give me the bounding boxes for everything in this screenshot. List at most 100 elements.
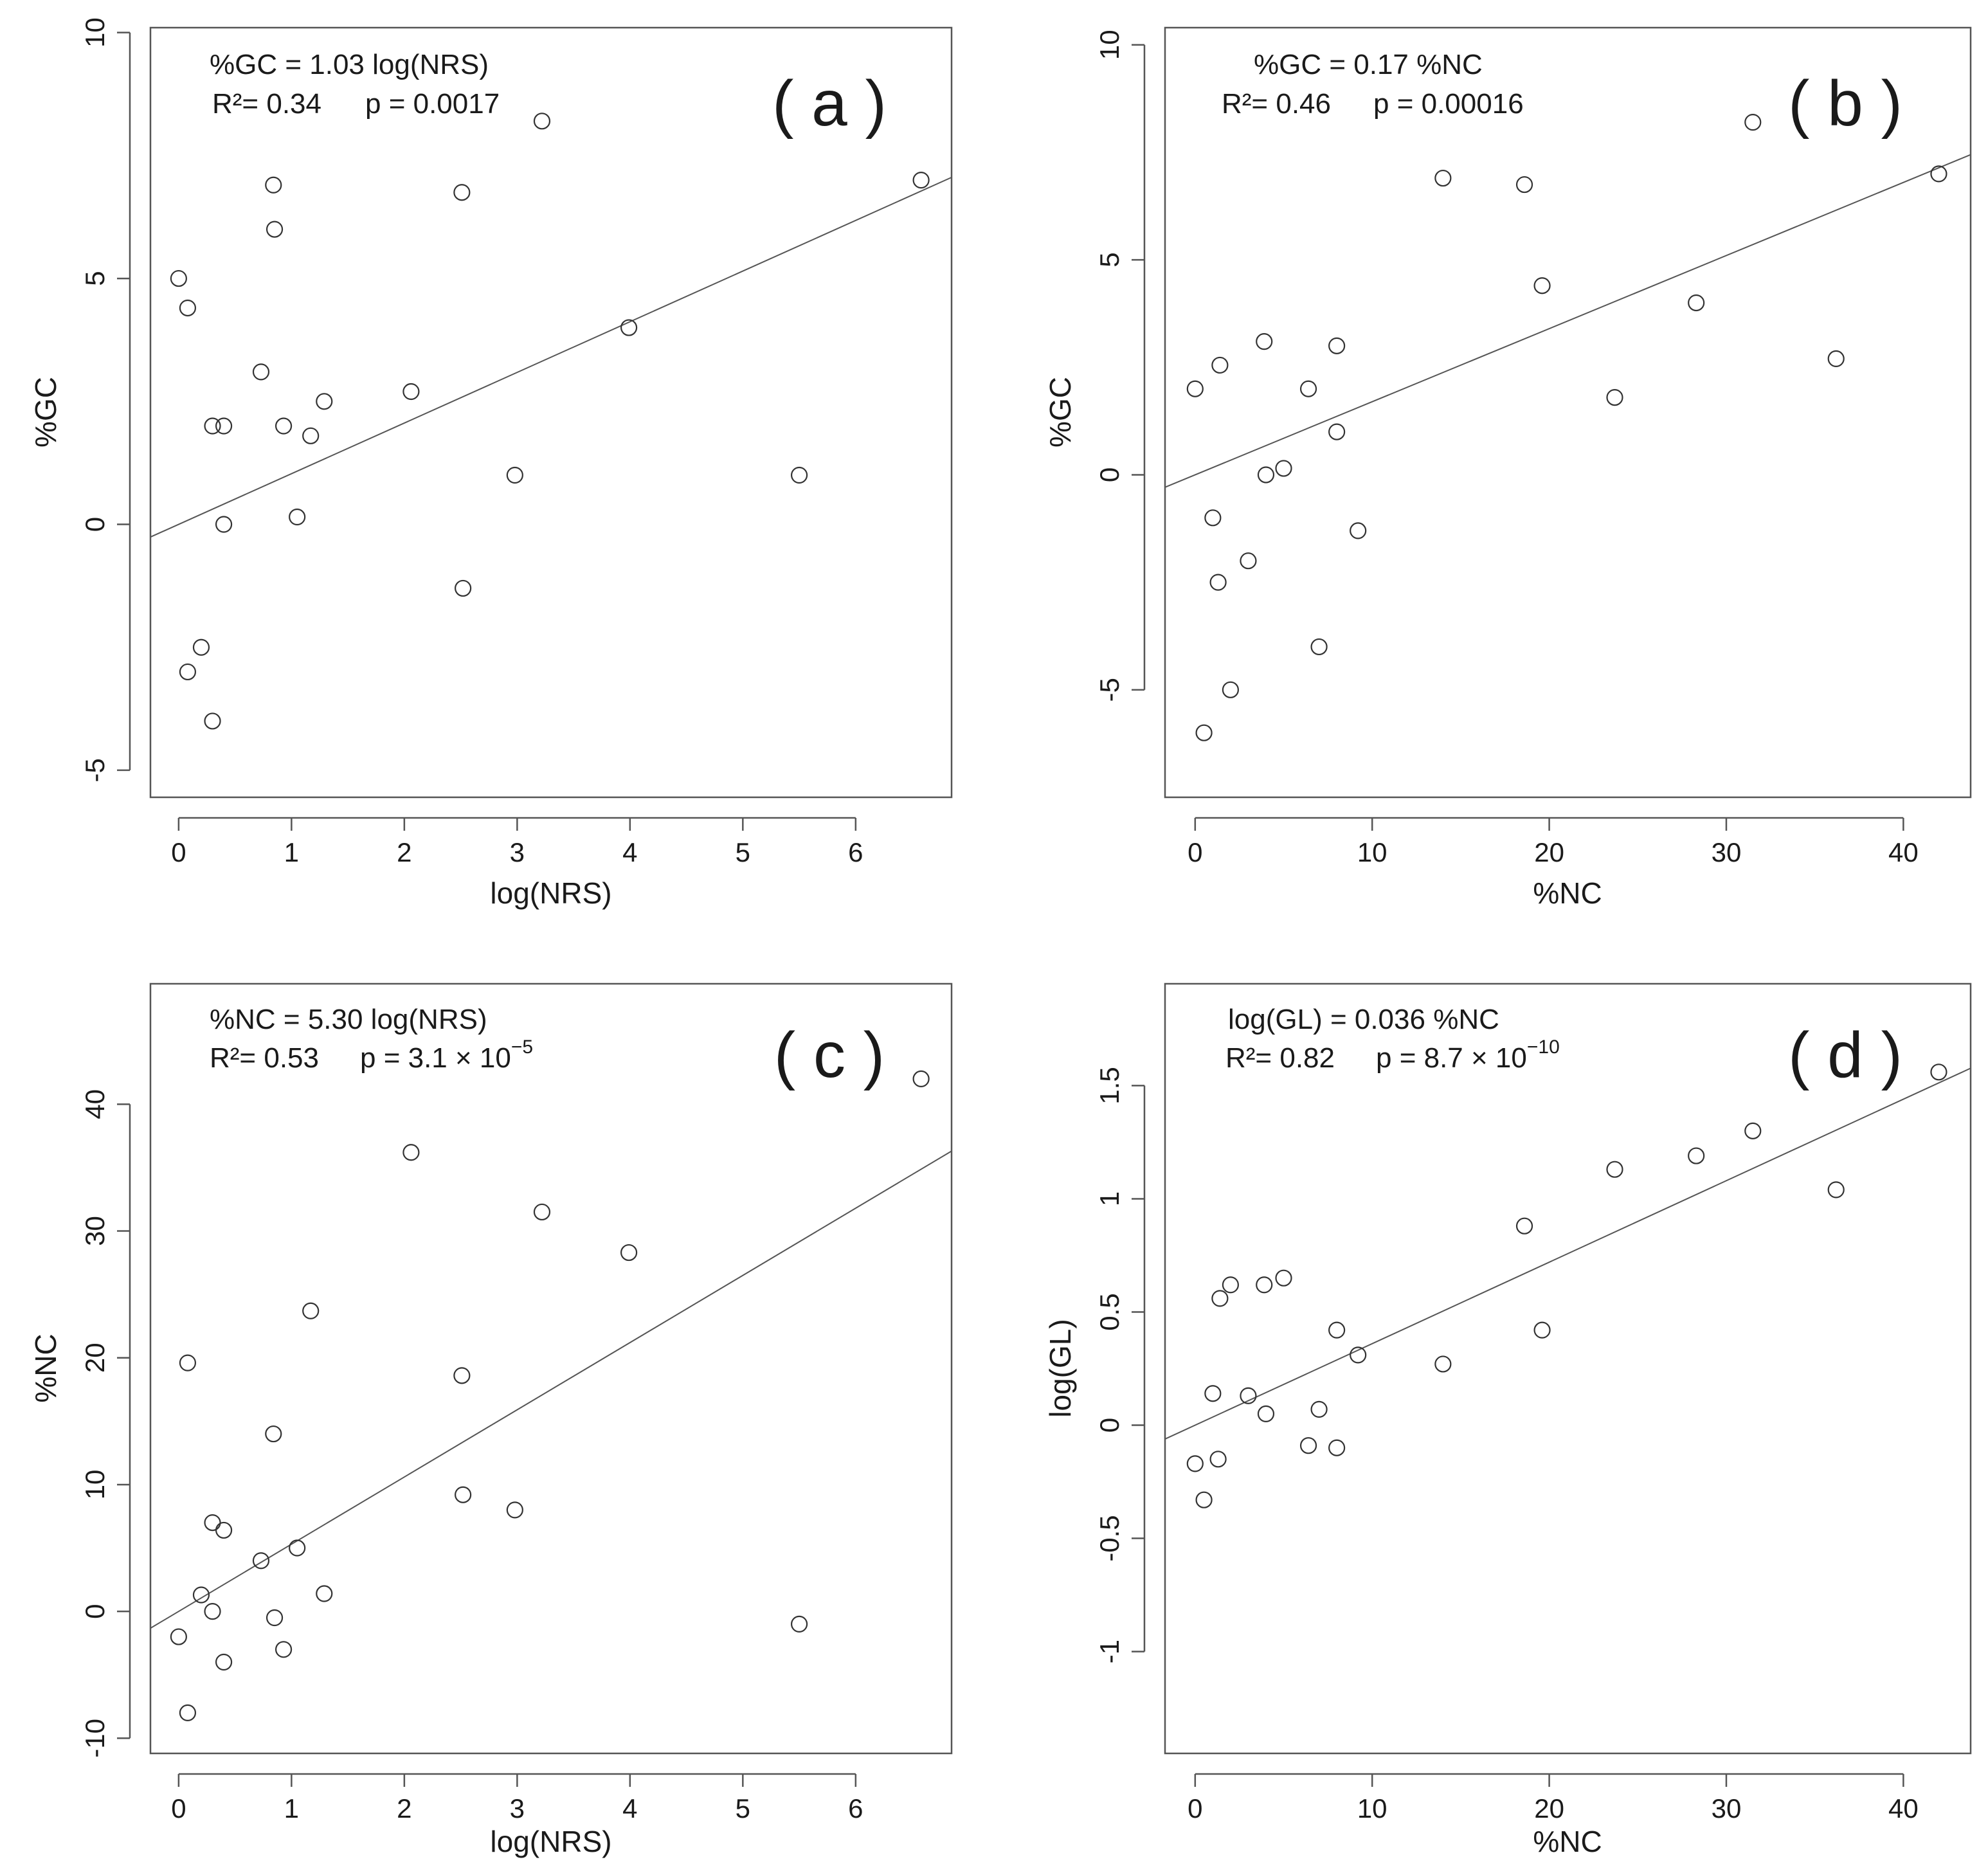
data-point bbox=[533, 1203, 551, 1221]
data-point bbox=[302, 1302, 320, 1319]
y-tick-label: -10 bbox=[80, 1719, 110, 1758]
x-tick-label: 20 bbox=[1534, 1793, 1564, 1823]
panel-label: ( c ) bbox=[774, 1019, 885, 1091]
data-point bbox=[204, 1603, 221, 1620]
data-point bbox=[275, 1641, 293, 1658]
x-tick-label: 30 bbox=[1712, 837, 1742, 867]
y-tick-label: 0 bbox=[1094, 467, 1125, 482]
data-point bbox=[1310, 1400, 1328, 1418]
data-point bbox=[1328, 423, 1346, 440]
data-point bbox=[453, 1367, 471, 1384]
data-point bbox=[170, 1628, 187, 1645]
data-point bbox=[1744, 1122, 1762, 1139]
equation-text: %NC = 5.30 log(NRS) bbox=[210, 1004, 487, 1035]
x-axis-title: log(NRS) bbox=[490, 1825, 611, 1858]
y-tick-label: -1 bbox=[1094, 1640, 1125, 1663]
regression-line bbox=[150, 176, 952, 538]
data-point bbox=[215, 1653, 233, 1671]
data-point bbox=[620, 319, 638, 336]
y-axis-title: %NC bbox=[29, 1334, 62, 1402]
x-tick-label: 0 bbox=[171, 837, 186, 867]
equation-text: %GC = 1.03 log(NRS) bbox=[210, 49, 489, 80]
data-point bbox=[1240, 1387, 1257, 1404]
data-point bbox=[1350, 1346, 1367, 1364]
data-point bbox=[506, 1501, 523, 1519]
panel-c: %NC = 5.30 log(NRS) R²= 0.53 p = 3.1 × 1… bbox=[29, 982, 953, 1858]
data-point bbox=[204, 712, 221, 730]
data-point bbox=[1256, 333, 1273, 350]
p-value-exponent: −5 bbox=[511, 1036, 533, 1058]
p-value-text: p = 0.00016 bbox=[1373, 88, 1524, 120]
y-tick-label: 1.5 bbox=[1094, 1067, 1125, 1104]
y-tick-label: 10 bbox=[1094, 30, 1125, 60]
data-point bbox=[1186, 380, 1204, 397]
data-point bbox=[1310, 638, 1328, 656]
data-point bbox=[1688, 294, 1705, 312]
data-point bbox=[265, 1425, 282, 1443]
x-tick-label: 30 bbox=[1712, 1793, 1742, 1823]
data-point bbox=[302, 427, 320, 444]
data-point bbox=[179, 1354, 197, 1371]
data-point bbox=[912, 172, 930, 189]
y-tick-label: 0 bbox=[80, 517, 110, 532]
x-axis-title: log(NRS) bbox=[490, 876, 611, 910]
data-point bbox=[1350, 522, 1367, 539]
x-tick-label: 10 bbox=[1357, 837, 1387, 867]
panel-a: %GC = 1.03 log(NRS) R²= 0.34 p = 0.0017 … bbox=[29, 17, 953, 910]
data-point bbox=[289, 508, 306, 526]
x-tick-label: 10 bbox=[1357, 1793, 1387, 1823]
data-point bbox=[790, 1615, 808, 1633]
data-point bbox=[1257, 1405, 1275, 1423]
x-tick-label: 5 bbox=[736, 837, 750, 867]
r-squared-text: R²= 0.34 bbox=[212, 88, 321, 120]
y-tick-label: 40 bbox=[80, 1089, 110, 1119]
plot-frame bbox=[149, 26, 953, 799]
y-tick-label: 10 bbox=[80, 17, 110, 48]
data-point bbox=[1533, 277, 1551, 294]
x-axis-title: %NC bbox=[1533, 876, 1602, 910]
data-point bbox=[402, 1144, 420, 1161]
data-point bbox=[1275, 460, 1292, 477]
p-value-text: p = 8.7 × 10−10 bbox=[1376, 1036, 1560, 1074]
x-tick-label: 2 bbox=[397, 1793, 411, 1823]
data-point bbox=[1827, 1181, 1845, 1199]
data-point bbox=[1744, 114, 1762, 131]
data-point bbox=[1328, 1321, 1346, 1339]
data-point bbox=[1328, 1439, 1346, 1456]
data-point bbox=[1688, 1147, 1705, 1164]
x-tick-label: 3 bbox=[510, 1793, 525, 1823]
x-tick-label: 0 bbox=[1188, 837, 1202, 867]
data-point bbox=[506, 466, 523, 484]
x-tick-label: 1 bbox=[284, 1793, 299, 1823]
panel-b: %GC = 0.17 %NC R²= 0.46 p = 0.00016 ( b … bbox=[1044, 26, 1972, 910]
y-tick-label: 10 bbox=[80, 1470, 110, 1500]
data-point bbox=[453, 184, 471, 201]
regression-line bbox=[1164, 154, 1971, 488]
data-point bbox=[1275, 1269, 1292, 1287]
data-point bbox=[1533, 1321, 1551, 1339]
data-point bbox=[1299, 1437, 1317, 1454]
p-value-base: p = 0.00016 bbox=[1373, 88, 1524, 120]
data-point bbox=[204, 417, 221, 435]
data-point bbox=[266, 1609, 284, 1627]
data-point bbox=[1434, 1355, 1452, 1373]
x-tick-label: 0 bbox=[1188, 1793, 1202, 1823]
data-point bbox=[1195, 724, 1213, 741]
data-point bbox=[1240, 552, 1257, 570]
plot-frame bbox=[1164, 982, 1972, 1755]
y-tick-label: 1 bbox=[1094, 1191, 1125, 1206]
data-point bbox=[1211, 356, 1229, 374]
data-point bbox=[266, 221, 284, 238]
y-tick-label: 20 bbox=[80, 1343, 110, 1373]
data-point bbox=[1204, 1385, 1222, 1402]
data-point bbox=[252, 1552, 270, 1570]
data-point bbox=[1299, 380, 1317, 397]
x-tick-label: 3 bbox=[510, 837, 525, 867]
data-point bbox=[215, 516, 233, 533]
x-tick-label: 5 bbox=[736, 1793, 750, 1823]
equation-text: log(GL) = 0.036 %NC bbox=[1228, 1004, 1499, 1035]
x-tick-label: 1 bbox=[284, 837, 299, 867]
panel-d: log(GL) = 0.036 %NC R²= 0.82 p = 8.7 × 1… bbox=[1044, 982, 1972, 1858]
y-tick-label: -0.5 bbox=[1094, 1515, 1125, 1561]
data-point bbox=[402, 383, 420, 401]
